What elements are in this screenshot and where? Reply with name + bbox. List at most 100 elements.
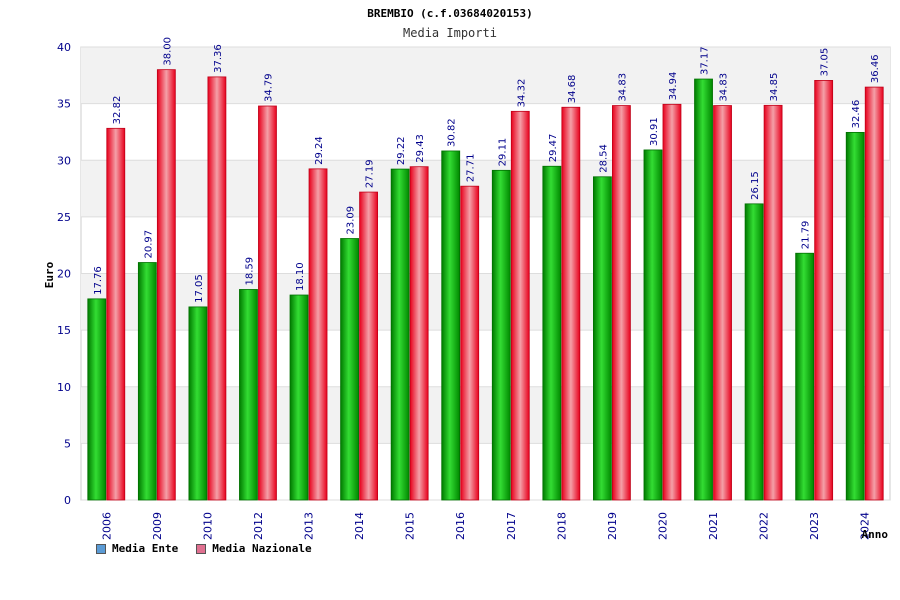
x-tick-label: 2017 — [505, 512, 518, 540]
bar-media-nazionale — [713, 105, 732, 501]
data-label: 23.09 — [346, 206, 357, 235]
data-label: 18.10 — [295, 262, 306, 291]
data-label: 26.15 — [750, 171, 761, 200]
bar-media-nazionale — [460, 185, 480, 501]
y-tick-label: 35 — [57, 98, 71, 111]
x-axis: 2006 2009 2010 2012 2013 2014 2015 2016 2017 2018… — [100, 512, 871, 540]
data-label: 32.82 — [112, 96, 123, 125]
data-label: 20.97 — [143, 230, 154, 259]
bar-media-nazionale — [156, 69, 176, 501]
data-label: 37.05 — [820, 48, 831, 77]
data-label: 36.46 — [870, 54, 881, 83]
x-tick-label: 2018 — [555, 512, 568, 540]
data-label: 34.94 — [668, 72, 679, 101]
data-label: 34.79 — [263, 73, 274, 102]
y-tick-label: 0 — [64, 494, 71, 507]
x-tick-label: 2009 — [151, 512, 164, 540]
x-tick-label: 2022 — [758, 512, 771, 540]
y-tick-label: 10 — [57, 381, 71, 394]
bar-media-ente — [441, 150, 461, 501]
bar-media-nazionale — [510, 110, 530, 501]
x-tick-label: 2024 — [859, 512, 872, 540]
bar-media-nazionale — [308, 168, 328, 501]
bar-media-ente — [390, 168, 410, 501]
bar-media-nazionale — [106, 127, 126, 501]
data-label: 38.00 — [162, 37, 173, 66]
bar-media-ente — [491, 169, 511, 501]
data-label: 17.76 — [93, 266, 104, 295]
data-label: 34.68 — [567, 75, 578, 104]
bar-media-ente — [87, 298, 107, 501]
data-label: 30.82 — [447, 118, 458, 147]
bar-media-nazionale — [864, 86, 884, 501]
bar-media-nazionale — [814, 80, 834, 501]
x-tick-label: 2016 — [454, 512, 467, 540]
bar-media-ente — [643, 149, 663, 501]
data-label: 29.43 — [415, 134, 426, 163]
legend-label: Media Nazionale — [212, 542, 312, 555]
x-tick-label: 2020 — [656, 512, 669, 540]
x-tick-label: 2012 — [252, 512, 265, 540]
legend-swatch — [96, 543, 106, 554]
data-label: 29.47 — [548, 134, 559, 163]
y-axis: 0 5 10 15 20 25 30 35 40 — [57, 41, 71, 507]
y-tick-label: 20 — [57, 268, 71, 281]
data-label: 37.17 — [700, 46, 711, 75]
bar-media-nazionale — [359, 191, 378, 501]
data-label: 17.05 — [194, 274, 205, 303]
bar-media-ente — [340, 238, 359, 501]
data-label: 27.71 — [466, 154, 477, 183]
data-label: 34.32 — [516, 79, 527, 108]
bar-media-ente — [289, 294, 309, 501]
bar-media-nazionale — [409, 166, 429, 501]
legend-swatch — [196, 543, 207, 554]
bar-media-ente — [593, 176, 612, 501]
bar-media-ente — [694, 78, 713, 501]
data-label: 29.24 — [314, 136, 325, 165]
data-label: 28.54 — [598, 144, 609, 173]
bar-media-nazionale — [561, 106, 581, 501]
data-label: 34.83 — [719, 73, 730, 102]
data-label: 29.22 — [396, 136, 407, 165]
y-tick-label: 25 — [57, 211, 71, 224]
x-tick-label: 2023 — [808, 512, 821, 540]
x-tick-label: 2013 — [303, 512, 316, 540]
bar-media-ente — [744, 203, 764, 501]
chart-subtitle: Media Importi — [403, 26, 497, 40]
data-label: 21.79 — [801, 221, 812, 250]
x-tick-label: 2021 — [707, 512, 720, 540]
bar-media-ente — [188, 306, 208, 501]
data-label: 29.11 — [497, 138, 508, 167]
bar-media-nazionale — [207, 76, 227, 501]
y-tick-label: 15 — [57, 324, 71, 337]
bar-media-ente — [845, 131, 865, 501]
x-tick-label: 2019 — [606, 512, 619, 540]
data-label: 34.83 — [617, 73, 628, 102]
y-tick-label: 5 — [64, 437, 71, 450]
bars: 17.76 32.82 20.97 38.00 17.05 37.36 18.59 34.79… — [87, 37, 884, 501]
data-label: 18.59 — [244, 257, 255, 286]
x-tick-label: 2014 — [353, 512, 366, 540]
legend-item-media-ente: Media Ente — [96, 542, 178, 555]
bar-media-ente — [137, 262, 157, 501]
x-tick-label: 2015 — [404, 512, 417, 540]
bar-media-nazionale — [258, 105, 277, 501]
bar-media-ente — [542, 165, 562, 501]
data-label: 37.36 — [213, 44, 224, 73]
data-label: 27.19 — [365, 159, 376, 188]
y-tick-label: 30 — [57, 154, 71, 167]
bar-media-ente — [239, 289, 258, 501]
legend: Media Ente Media Nazionale — [96, 542, 312, 555]
x-tick-label: 2006 — [100, 512, 113, 540]
data-label: 30.91 — [649, 117, 660, 146]
data-label: 34.85 — [769, 73, 780, 102]
bar-media-ente — [795, 252, 815, 501]
legend-label: Media Ente — [112, 542, 179, 555]
bar-media-nazionale — [763, 104, 783, 501]
x-axis-label: Anno — [862, 528, 889, 541]
bar-media-nazionale — [662, 103, 682, 501]
y-tick-label: 40 — [57, 41, 71, 54]
y-axis-label: Euro — [43, 261, 56, 288]
bar-media-nazionale — [612, 105, 631, 501]
